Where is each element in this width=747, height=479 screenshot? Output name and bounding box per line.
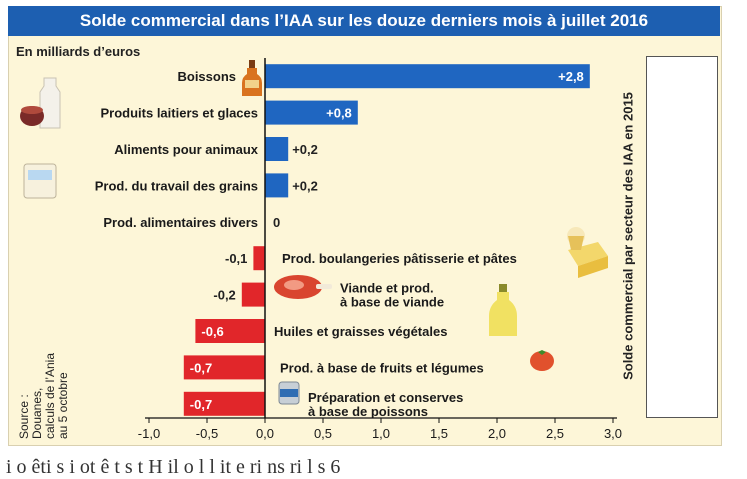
category-label: Préparation et conserves bbox=[308, 390, 463, 405]
title-bar: Solde commercial dans l’IAA sur les douz… bbox=[8, 6, 720, 36]
source-line: Source : bbox=[17, 394, 31, 440]
source-line: Douanes, bbox=[30, 387, 44, 440]
cake-icon bbox=[567, 227, 608, 278]
side-title-text: Solde commercial par secteur des IAA en … bbox=[620, 92, 636, 380]
category-label: Prod. boulangeries pâtisserie et pâtes bbox=[282, 251, 517, 266]
side-title: Solde commercial par secteur des IAA en … bbox=[612, 56, 644, 416]
category-label: Viande et prod. bbox=[340, 281, 434, 296]
category-label: à base de poissons bbox=[308, 404, 428, 419]
category-label: Prod. alimentaires divers bbox=[103, 215, 258, 230]
x-tick-label: 2,0 bbox=[488, 426, 506, 441]
chart-title: Solde commercial dans l’IAA sur les douz… bbox=[79, 11, 649, 30]
value-label: +2,8 bbox=[558, 69, 584, 84]
category-label: Boissons bbox=[177, 69, 236, 84]
meat-icon bbox=[274, 275, 332, 299]
value-label: +0,2 bbox=[292, 178, 318, 193]
source-line: calculs de l’Ania bbox=[43, 352, 57, 440]
x-tick-label: 1,5 bbox=[430, 426, 448, 441]
side-values-box bbox=[646, 56, 718, 418]
value-label: -0,1 bbox=[225, 251, 247, 266]
bottle-icon bbox=[242, 60, 262, 96]
x-tick-label: 1,0 bbox=[372, 426, 390, 441]
value-label: -0,2 bbox=[213, 288, 235, 303]
bar bbox=[183, 391, 265, 416]
category-label: à base de viande bbox=[340, 295, 444, 310]
oil-bottle-icon bbox=[489, 284, 517, 336]
value-label: +0,2 bbox=[292, 142, 318, 157]
category-label: Produits laitiers et glaces bbox=[100, 106, 258, 121]
x-tick-label: -0,5 bbox=[196, 426, 218, 441]
tomato-icon bbox=[530, 350, 554, 371]
category-label: Prod. du travail des grains bbox=[95, 178, 258, 193]
bar bbox=[265, 173, 289, 198]
cut-off-caption: i o êti s i ot ê t s t H il o l l it e r… bbox=[6, 456, 341, 478]
x-tick-label: 2,5 bbox=[546, 426, 564, 441]
dairy-icon bbox=[20, 77, 61, 129]
x-tick-label: -1,0 bbox=[138, 426, 160, 441]
bar bbox=[195, 319, 265, 343]
value-label: -0,6 bbox=[201, 324, 223, 339]
bar bbox=[265, 137, 289, 161]
fish-can-icon bbox=[278, 381, 300, 405]
x-tick-label: 0,0 bbox=[256, 426, 274, 441]
category-label: Huiles et graisses végétales bbox=[274, 324, 447, 339]
bar bbox=[183, 355, 265, 380]
value-label: -0,7 bbox=[190, 397, 212, 412]
source-note: Source : Douanes, calculs de l’Ania au 5… bbox=[6, 350, 76, 440]
value-label: 0 bbox=[273, 215, 280, 230]
bar bbox=[253, 246, 265, 271]
source-line: au 5 octobre bbox=[56, 372, 70, 440]
bar bbox=[265, 100, 358, 125]
value-label: -0,7 bbox=[190, 360, 212, 375]
x-tick-label: 3,0 bbox=[604, 426, 622, 441]
flour-bag-icon bbox=[23, 163, 57, 199]
unit-label: En milliards d’euros bbox=[16, 44, 141, 59]
bar bbox=[241, 282, 265, 307]
category-label: Aliments pour animaux bbox=[114, 142, 259, 157]
x-tick-label: 0,5 bbox=[314, 426, 332, 441]
bar bbox=[265, 64, 590, 89]
category-label: Prod. à base de fruits et légumes bbox=[280, 360, 484, 375]
value-label: +0,8 bbox=[326, 106, 352, 121]
